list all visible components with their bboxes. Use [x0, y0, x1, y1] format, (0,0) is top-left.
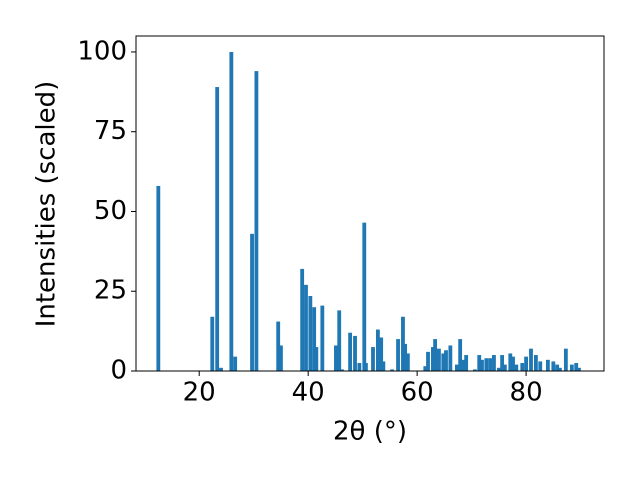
bar [219, 367, 223, 371]
bar [276, 321, 281, 371]
bar [433, 339, 438, 371]
bar [508, 353, 513, 371]
bar [458, 339, 463, 371]
bar [569, 364, 574, 371]
x-tick-label: 60 [401, 378, 434, 408]
bar [403, 343, 408, 371]
y-tick-label: 75 [94, 116, 127, 146]
y-tick-label: 0 [110, 356, 127, 386]
bar [555, 364, 560, 371]
bar [371, 347, 375, 371]
x-axis-label: 2θ (°) [333, 417, 407, 447]
bar [448, 345, 453, 371]
bar [375, 329, 380, 371]
bar [401, 316, 405, 371]
x-tick-label: 80 [510, 378, 543, 408]
bar [308, 296, 313, 371]
bar [477, 355, 482, 371]
bar [538, 361, 543, 371]
bar [364, 363, 368, 371]
bar [423, 366, 428, 371]
bar [496, 367, 501, 371]
bar [511, 356, 515, 371]
bar [390, 369, 394, 371]
x-tick-label: 40 [292, 378, 325, 408]
bar [464, 355, 469, 371]
bar [320, 305, 325, 371]
bar [444, 350, 448, 371]
bar [441, 353, 446, 371]
y-tick-label: 25 [94, 276, 127, 306]
bar [484, 358, 489, 371]
bar [254, 71, 259, 371]
bar [431, 347, 435, 371]
bar [337, 310, 342, 371]
bar [314, 347, 319, 371]
bar [460, 359, 465, 371]
bar [480, 359, 484, 371]
bar [492, 355, 496, 371]
bar [215, 87, 220, 372]
bar [156, 185, 161, 371]
bar [488, 358, 493, 371]
bar [233, 356, 238, 371]
bar [229, 51, 234, 371]
bar [312, 307, 317, 371]
bar [502, 364, 507, 371]
bar [514, 364, 519, 371]
bar [304, 284, 308, 371]
bar [551, 361, 556, 371]
bar [396, 339, 400, 371]
bar [300, 268, 305, 371]
bar [472, 369, 477, 371]
plot-frame [135, 35, 605, 372]
x-tick-label: 20 [183, 378, 216, 408]
bar [334, 345, 338, 371]
bar [348, 332, 353, 371]
bar [563, 348, 568, 371]
bar [357, 363, 362, 371]
bar [379, 337, 384, 371]
bar [362, 222, 367, 371]
y-axis-label: Intensities (scaled) [32, 81, 62, 328]
bar [279, 345, 283, 371]
bar [529, 348, 533, 371]
bar [577, 367, 581, 371]
y-tick-label: 100 [77, 36, 127, 66]
bar [437, 348, 441, 371]
bar [426, 351, 430, 371]
bar [250, 233, 254, 371]
bar [524, 356, 528, 371]
bar [381, 361, 386, 371]
bar [210, 316, 215, 371]
bar [574, 363, 579, 371]
bar [405, 353, 410, 371]
bar [340, 369, 344, 371]
bar [500, 355, 505, 371]
bar [353, 335, 357, 371]
bar [533, 355, 538, 371]
bar [557, 367, 562, 371]
bar [545, 359, 550, 371]
bar [454, 364, 459, 371]
bar [520, 363, 525, 371]
y-tick-label: 50 [94, 196, 127, 226]
